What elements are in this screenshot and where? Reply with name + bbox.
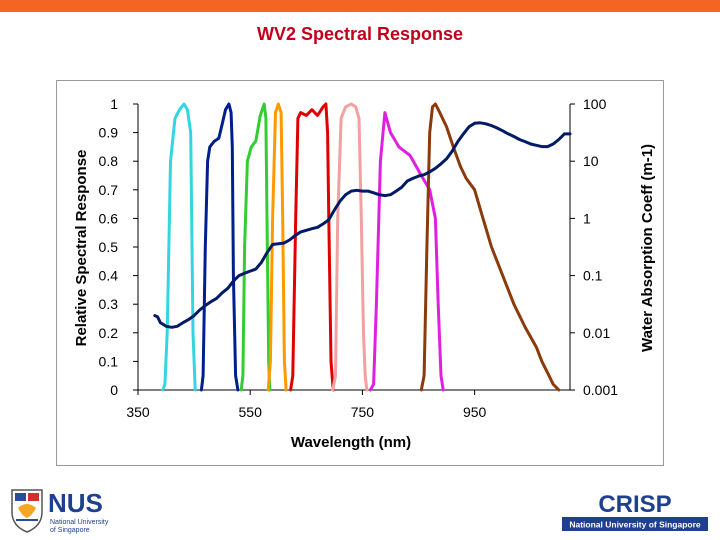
- y-tick-label: 0.9: [99, 125, 119, 141]
- y2-tick-label: 1: [583, 210, 591, 226]
- y-tick-label: 1: [110, 96, 118, 112]
- y2-tick-label: 0.1: [583, 268, 603, 284]
- nus-line1: National University: [50, 519, 109, 526]
- chart-ticks: 0 0.1 0.2 0.3 0.4 0.5 0.6 0.7 0.8 0.9 1 0.001 0.01 0.…: [99, 96, 619, 420]
- x-tick-label: 950: [463, 404, 487, 420]
- series-line-band-7: [368, 111, 445, 392]
- y-tick-label: 0: [110, 382, 118, 398]
- y2-tick-label: 0.001: [583, 382, 618, 398]
- x-tick-label: 750: [351, 404, 375, 420]
- nus-line2: of Singapore: [50, 527, 90, 534]
- y-tick-label: 0.1: [99, 353, 119, 369]
- y-tick-label: 0.6: [99, 210, 119, 226]
- y2-tick-label: 10: [583, 153, 599, 169]
- y2-tick-label: 0.01: [583, 325, 610, 341]
- y2-tick-label: 100: [583, 96, 607, 112]
- y-tick-label: 0.5: [99, 239, 119, 255]
- y-tick-label: 0.2: [99, 325, 119, 341]
- chart-series: [153, 102, 572, 392]
- y2-axis-label: Water Absorption Coeff (m-1): [639, 144, 656, 352]
- series-line-band-2: [199, 102, 240, 392]
- series-line-band-3: [239, 102, 272, 392]
- x-axis-label: Wavelength (nm): [291, 434, 411, 451]
- y-tick-label: 0.4: [99, 268, 119, 284]
- y-tick-label: 0.7: [99, 182, 119, 198]
- slide-title: WV2 Spectral Response: [256, 24, 464, 44]
- top-accent-bar: [0, 0, 720, 12]
- series-line-band-1: [161, 102, 197, 392]
- y-tick-label: 0.8: [99, 153, 119, 169]
- nus-wordmark: NUS: [48, 488, 103, 518]
- nus-logo: NUS National University of Singapore: [11, 488, 109, 534]
- y-axis-label: Relative Spectral Response: [73, 150, 90, 347]
- series-line-band-6: [331, 102, 369, 392]
- x-tick-label: 350: [126, 404, 150, 420]
- crisp-banner: [562, 517, 708, 531]
- series-line-band-5: [289, 102, 335, 392]
- crisp-logo: CRISP National University of Singapore: [562, 491, 708, 531]
- series-line-water-absorption: [153, 121, 572, 329]
- crisp-subtitle: National University of Singapore: [569, 520, 701, 530]
- y-tick-label: 0.3: [99, 296, 119, 312]
- crisp-wordmark: CRISP: [598, 491, 671, 518]
- series-line-band-4: [266, 102, 288, 392]
- x-tick-label: 550: [239, 404, 263, 420]
- nus-crest-icon: [11, 489, 43, 533]
- series-line-band-8: [419, 102, 561, 392]
